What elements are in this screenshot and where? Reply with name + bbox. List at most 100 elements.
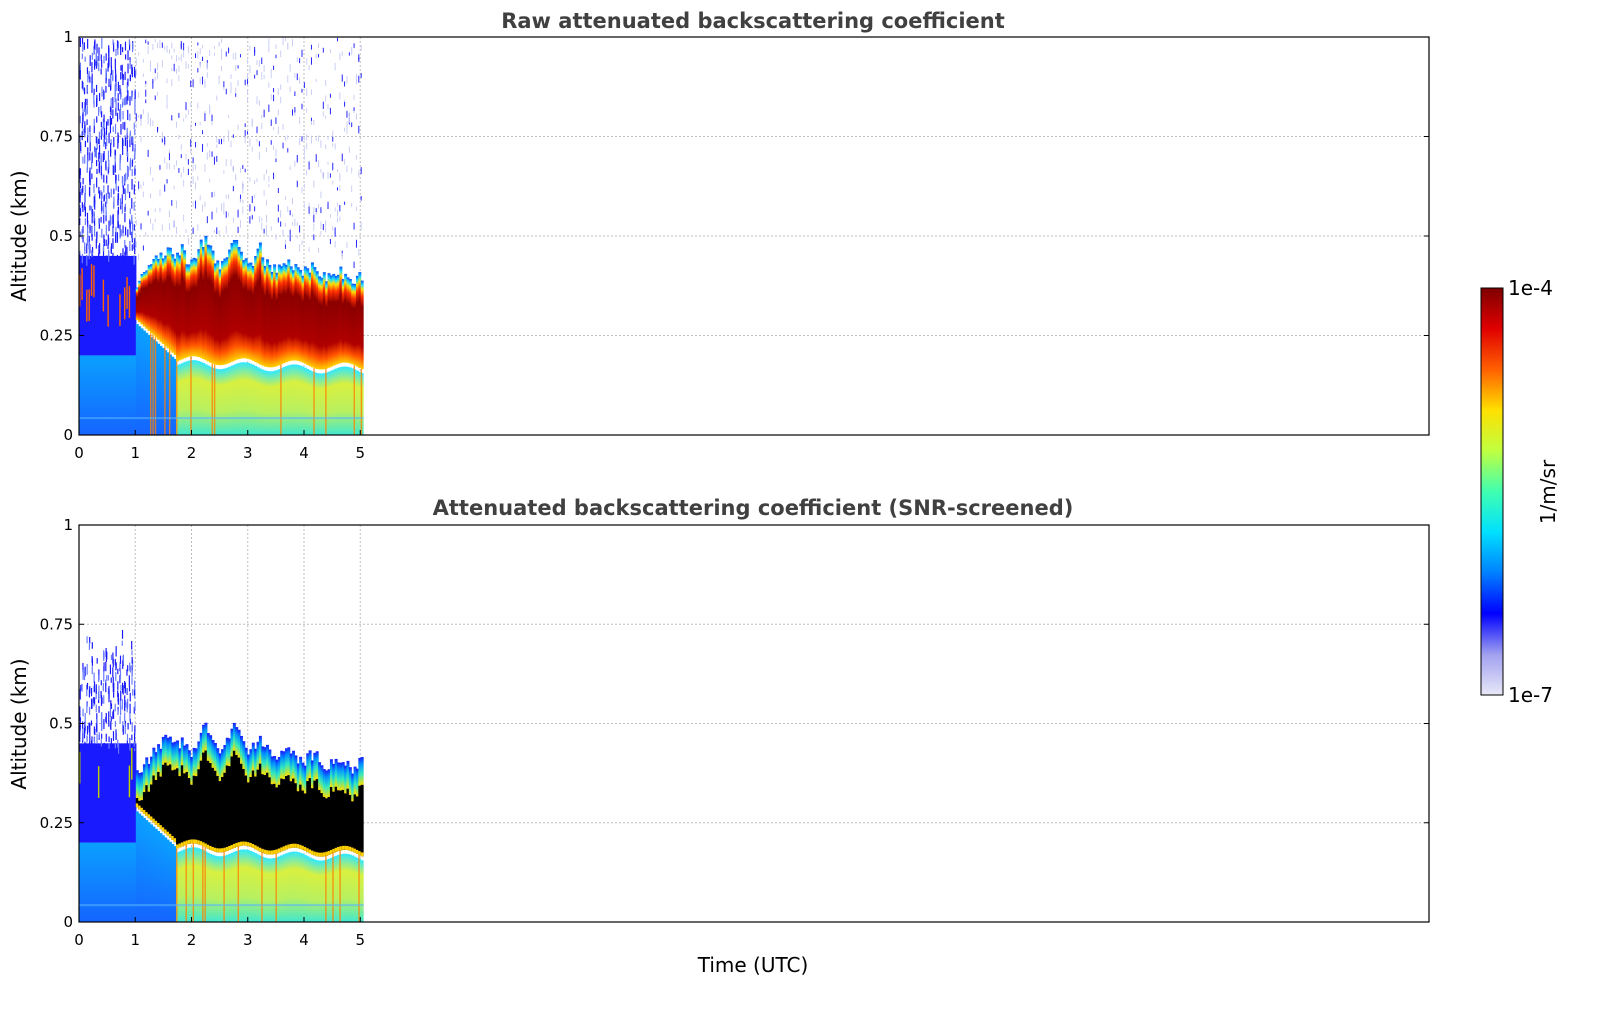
cloud-column bbox=[140, 274, 144, 325]
noise-pixel bbox=[127, 50, 129, 61]
noise-pixel bbox=[124, 189, 127, 201]
cloud-column bbox=[358, 272, 362, 368]
noise-pixel bbox=[308, 206, 310, 214]
cloud-saturated bbox=[244, 775, 248, 846]
noise-pixel bbox=[110, 80, 112, 90]
bl-column bbox=[121, 355, 125, 435]
x-axis-label: Time (UTC) bbox=[697, 953, 809, 977]
noise-pixel bbox=[254, 206, 256, 212]
noise-pixel bbox=[166, 179, 168, 184]
cloud-cap bbox=[161, 736, 165, 765]
noise-pixel bbox=[261, 222, 263, 231]
noise-pixel bbox=[87, 73, 89, 83]
noise-pixel bbox=[87, 134, 89, 143]
noise-pixel bbox=[88, 170, 91, 181]
cloud-cap bbox=[254, 748, 258, 777]
noise-pixel bbox=[113, 692, 115, 698]
bl-column bbox=[273, 370, 277, 435]
noise-pixel bbox=[98, 92, 101, 102]
noise-pixel bbox=[89, 125, 91, 133]
noise-pixel bbox=[124, 41, 127, 51]
noise-pixel bbox=[157, 42, 159, 49]
artifact-line bbox=[339, 904, 343, 907]
cloud-cap bbox=[334, 758, 338, 787]
noise-pixel bbox=[325, 144, 327, 149]
noise-pixel bbox=[91, 206, 93, 215]
noise-pixel bbox=[202, 56, 204, 61]
early-streak bbox=[128, 286, 131, 318]
noise-pixel bbox=[114, 703, 116, 712]
artifact-line bbox=[232, 904, 236, 907]
noise-pixel bbox=[344, 201, 346, 205]
noise-pixel bbox=[80, 684, 82, 691]
artifact-line bbox=[206, 904, 210, 907]
bl-column bbox=[254, 365, 258, 435]
noise-pixel bbox=[114, 150, 117, 156]
noise-pixel bbox=[199, 77, 201, 85]
bl-column bbox=[119, 355, 123, 435]
noise-pixel bbox=[134, 168, 136, 175]
artifact-line bbox=[258, 904, 262, 907]
artifact-line bbox=[138, 417, 142, 420]
cloud-base-edge bbox=[277, 848, 281, 853]
y-tick-label: 0.25 bbox=[40, 327, 73, 345]
bl-column bbox=[213, 368, 217, 435]
noise-pixel bbox=[112, 126, 114, 132]
y-tick-label: 0 bbox=[63, 426, 73, 444]
noise-pixel bbox=[263, 74, 265, 80]
bl-column bbox=[209, 853, 213, 922]
bl-column bbox=[242, 849, 246, 922]
noise-pixel bbox=[332, 162, 334, 171]
early-column bbox=[90, 743, 94, 843]
noise-pixel bbox=[263, 228, 265, 234]
noise-pixel bbox=[127, 109, 129, 121]
bl-column bbox=[213, 855, 217, 922]
noise-pixel bbox=[258, 141, 260, 147]
noise-pixel bbox=[185, 153, 187, 160]
cloud-saturated bbox=[154, 779, 158, 825]
cloud-base-edge bbox=[318, 852, 322, 857]
noise-pixel bbox=[98, 47, 100, 56]
noise-pixel bbox=[91, 208, 94, 217]
cloud-cap bbox=[209, 735, 213, 763]
noise-pixel bbox=[218, 230, 220, 236]
cloud-column bbox=[235, 239, 239, 360]
artifact-line bbox=[223, 904, 227, 907]
noise-pixel bbox=[315, 137, 317, 142]
noise-pixel bbox=[113, 682, 115, 693]
cloud-saturated bbox=[230, 756, 234, 849]
noise-pixel bbox=[113, 196, 115, 208]
artifact-line bbox=[159, 417, 163, 420]
bl-column bbox=[329, 857, 333, 922]
noise-pixel bbox=[98, 697, 100, 704]
noise-pixel bbox=[194, 164, 196, 170]
noise-pixel bbox=[129, 718, 132, 725]
noise-pixel bbox=[171, 67, 173, 72]
artifact-line bbox=[121, 417, 125, 420]
noise-pixel bbox=[116, 254, 119, 262]
early-column bbox=[119, 255, 123, 356]
noise-pixel bbox=[134, 243, 136, 254]
noise-pixel bbox=[133, 122, 135, 130]
noise-pixel bbox=[306, 134, 308, 141]
cloud-base-edge bbox=[190, 839, 194, 844]
cloud-column bbox=[213, 263, 217, 365]
noise-pixel bbox=[102, 244, 105, 252]
bl-streak bbox=[176, 848, 178, 922]
noise-pixel bbox=[315, 53, 317, 59]
noise-pixel bbox=[103, 203, 105, 214]
artifact-line bbox=[173, 417, 177, 420]
noise-pixel bbox=[270, 93, 272, 101]
noise-pixel bbox=[90, 698, 93, 710]
noise-pixel bbox=[327, 171, 329, 179]
cloud-column bbox=[138, 280, 142, 323]
noise-pixel bbox=[86, 67, 89, 74]
bl-column bbox=[294, 851, 298, 922]
noise-pixel bbox=[310, 117, 312, 124]
noise-pixel bbox=[103, 128, 105, 138]
noise-pixel bbox=[108, 694, 110, 703]
cloud-cap bbox=[360, 757, 364, 785]
bl-column bbox=[261, 369, 265, 435]
noise-pixel bbox=[119, 84, 121, 95]
cloud-saturated bbox=[344, 793, 348, 850]
